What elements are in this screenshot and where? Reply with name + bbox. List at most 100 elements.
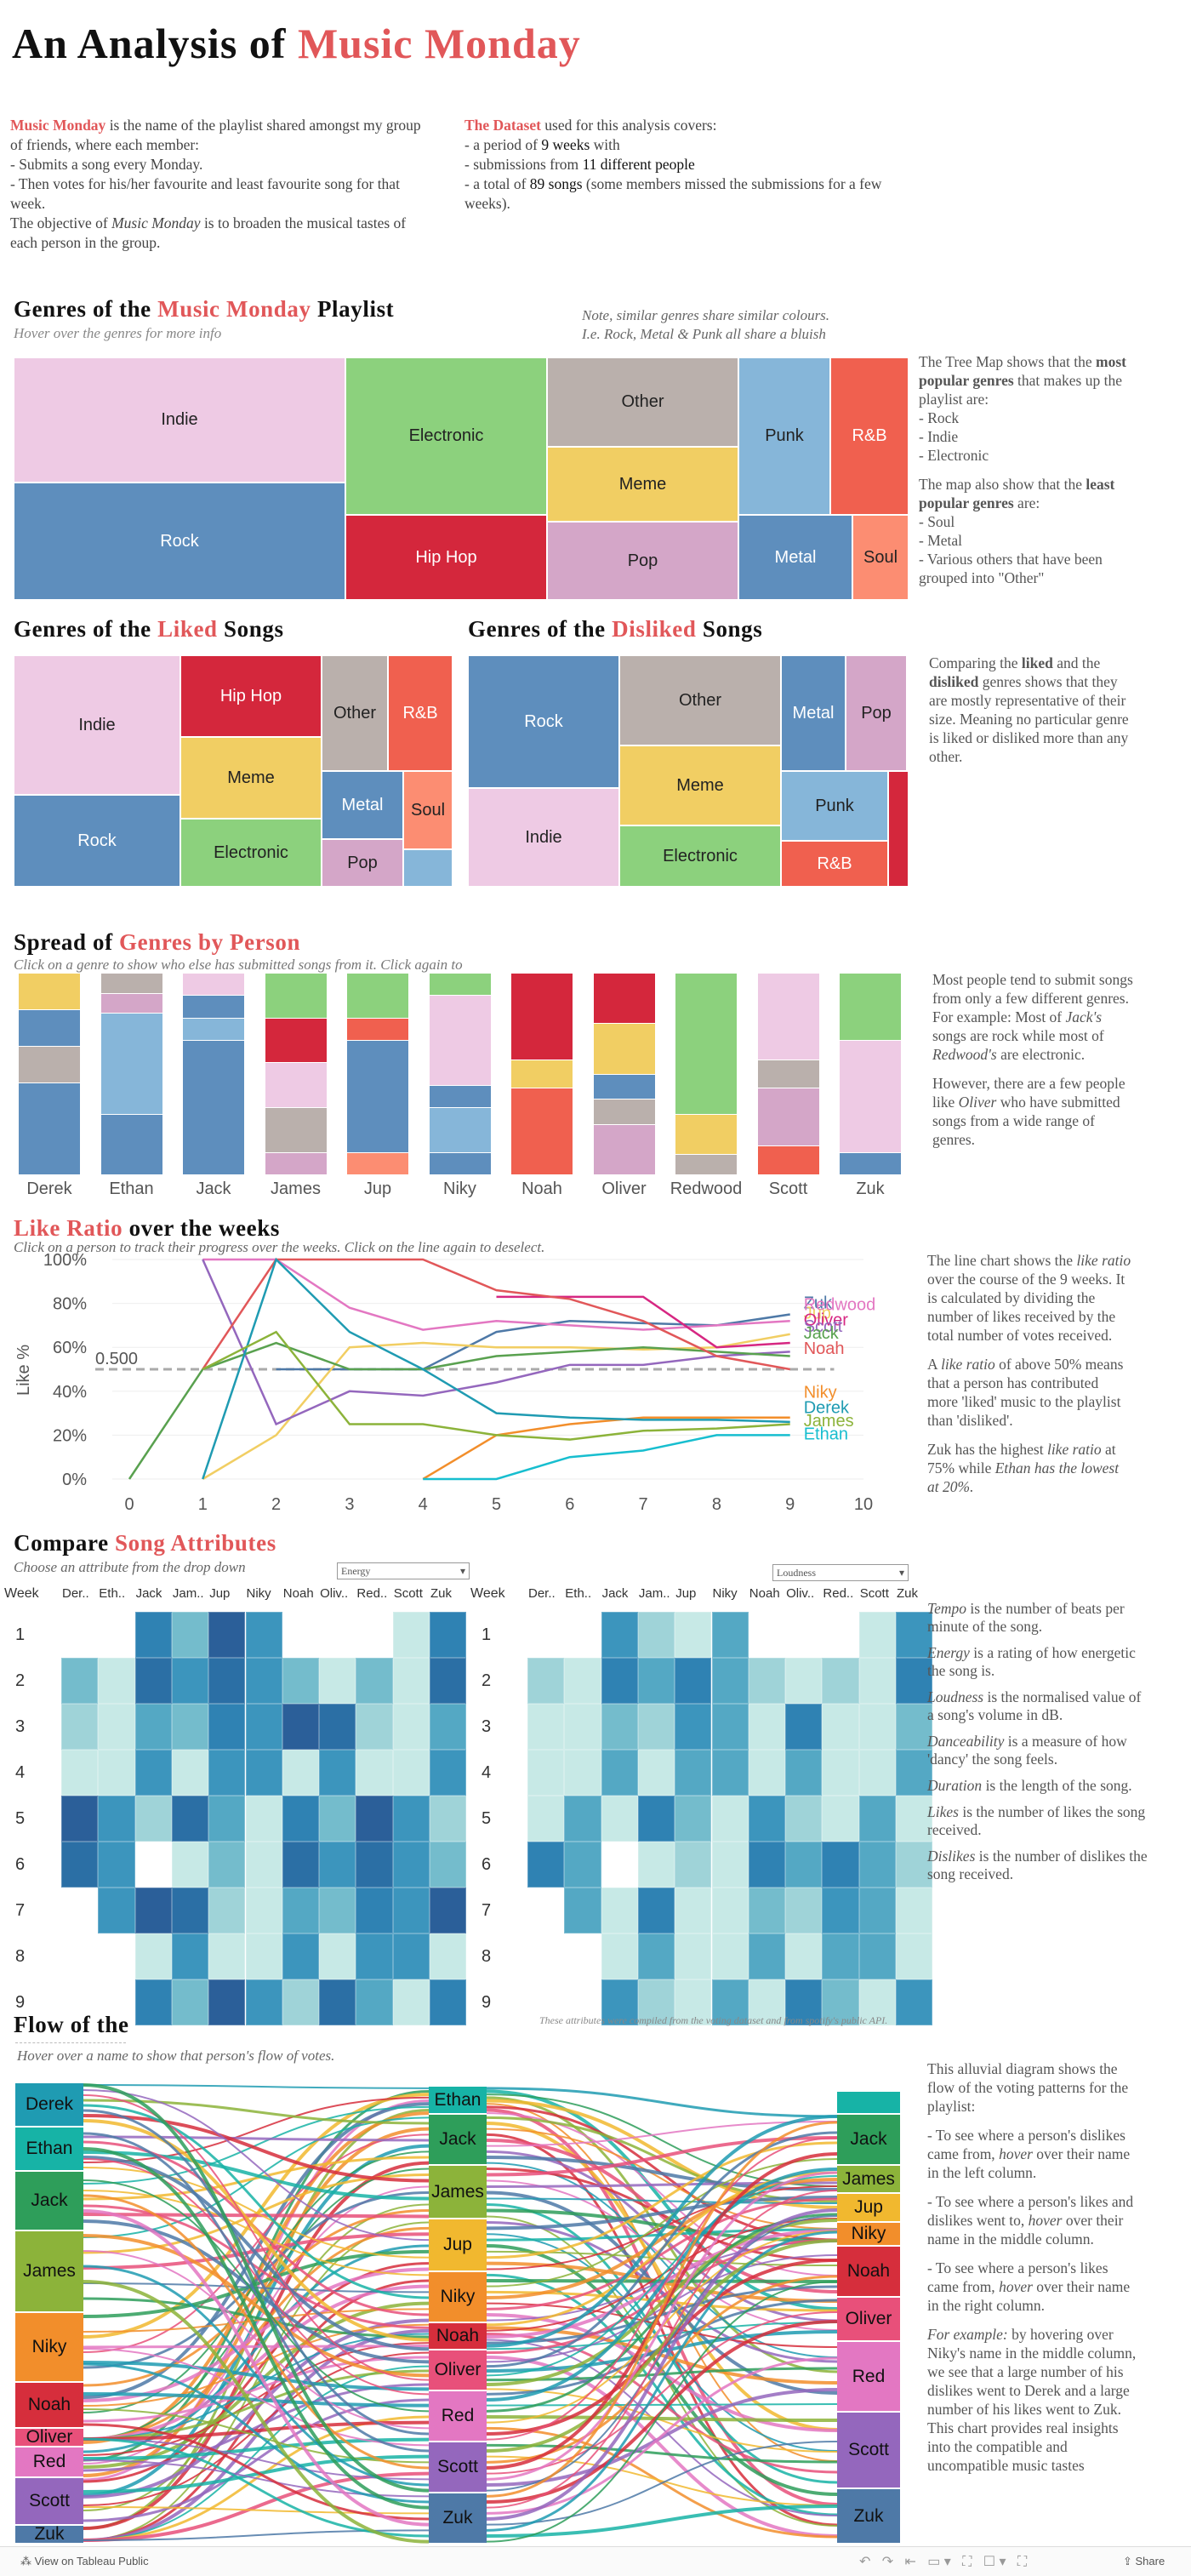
flow-link[interactable] (83, 2209, 430, 2527)
heatmap-cell[interactable] (896, 1979, 933, 2025)
lr-legend-zuk[interactable]: Zuk (804, 1294, 833, 1313)
heatmap-cell[interactable] (637, 1750, 675, 1796)
lr-line-redwood[interactable] (202, 1258, 790, 1331)
heatmap-cell[interactable] (748, 1704, 786, 1750)
heatmap-cell[interactable] (785, 1888, 823, 1933)
flow-link[interactable] (83, 2099, 430, 2125)
heatmap-cell[interactable] (134, 1612, 172, 1658)
flow-link[interactable] (83, 2147, 430, 2510)
heatmap-cell[interactable] (430, 1888, 467, 1933)
spread-bar-segment[interactable] (757, 1060, 819, 1089)
heatmap-cell[interactable] (61, 1796, 99, 1842)
flow-link[interactable] (83, 2356, 430, 2423)
flow-left-node[interactable]: Derek (15, 2083, 83, 2126)
heatmap-cell[interactable] (245, 1842, 282, 1888)
flow-link[interactable] (83, 2096, 430, 2163)
heatmap-cell[interactable] (564, 1842, 601, 1888)
flow-link[interactable] (83, 2250, 430, 2430)
heatmap-cell[interactable] (134, 1750, 172, 1796)
tm-hiphop[interactable]: Hip Hop (345, 515, 547, 600)
flow-link[interactable] (486, 2273, 838, 2516)
heatmap-cell[interactable] (245, 1979, 282, 2025)
spread-bar-segment[interactable] (19, 1047, 80, 1084)
lr-legend-derek[interactable]: Derek (804, 1399, 850, 1418)
flow-link[interactable] (83, 2297, 430, 2339)
heatmap-cell[interactable] (822, 1796, 859, 1842)
spread-bar-segment[interactable] (511, 1060, 573, 1089)
heatmap-cell[interactable] (858, 1796, 896, 1842)
heatmap-cell[interactable] (98, 1658, 135, 1704)
heatmap-cell[interactable] (134, 1658, 172, 1704)
lk-rock[interactable]: Rock (14, 795, 180, 887)
heatmap-cell[interactable] (527, 1796, 565, 1842)
flow-link[interactable] (83, 2109, 430, 2436)
heatmap-cell[interactable] (711, 1888, 749, 1933)
tm-meme[interactable]: Meme (547, 447, 738, 522)
flow-link[interactable] (83, 2345, 430, 2349)
lr-line-scott[interactable] (202, 1259, 790, 1426)
spread-bar-segment[interactable] (593, 1124, 655, 1175)
heatmap-cell[interactable] (430, 1979, 467, 2025)
heatmap-cell[interactable] (822, 1704, 859, 1750)
spread-bar-segment[interactable] (347, 1152, 408, 1175)
heatmap-cell[interactable] (208, 1888, 246, 1933)
flow-link[interactable] (486, 2339, 838, 2516)
heatmap-cell[interactable] (748, 1933, 786, 1979)
lk-metal[interactable]: Metal (322, 771, 403, 839)
heatmap-cell[interactable] (208, 1704, 246, 1750)
dk-hiphop[interactable] (888, 771, 909, 887)
spread-person-label[interactable]: Jack (196, 1179, 231, 1198)
spread-bar-segment[interactable] (183, 1018, 244, 1041)
heatmap-cell[interactable] (711, 1612, 749, 1658)
heatmap-cell[interactable] (319, 1979, 356, 2025)
heatmap-cell[interactable] (564, 1750, 601, 1796)
heatmap-cell[interactable] (98, 1750, 135, 1796)
flow-link[interactable] (83, 2191, 430, 2369)
flow-link[interactable] (486, 2281, 838, 2543)
lk-indie[interactable]: Indie (14, 655, 180, 795)
heatmap-cell[interactable] (822, 1750, 859, 1796)
lk-rnb[interactable]: R&B (388, 655, 453, 771)
flow-link[interactable] (83, 2094, 430, 2381)
flow-link[interactable] (486, 2441, 838, 2526)
flow-link[interactable] (83, 2438, 430, 2481)
heatmap-cell[interactable] (564, 1888, 601, 1933)
dk-rock[interactable]: Rock (468, 655, 619, 788)
lr-line-ethan[interactable] (423, 1434, 790, 1481)
flow-link[interactable] (83, 2348, 430, 2447)
heatmap-cell[interactable] (601, 1612, 638, 1658)
flow-right-node[interactable] (837, 2092, 900, 2113)
tm-other[interactable]: Other (547, 357, 738, 447)
flow-left-node[interactable]: Red (15, 2447, 83, 2476)
flow-link[interactable] (486, 2403, 838, 2407)
flow-link[interactable] (83, 2083, 430, 2493)
spread-bar-segment[interactable] (100, 1014, 162, 1115)
likeratio-chart[interactable]: 100% 80% 60% 40% 20% 0% 0 1 2 3 4 5 6 7 8 9 10 Like % 0.50… (0, 1251, 919, 1523)
spread-bar-segment[interactable] (265, 974, 327, 1019)
heatmap-cell[interactable] (858, 1750, 896, 1796)
spread-person-label[interactable]: Redwood (670, 1179, 743, 1198)
flow-link[interactable] (486, 2356, 838, 2515)
spread-person-label[interactable]: Ethan (109, 1179, 154, 1198)
attribute-select-right[interactable]: Loudness ▾ (772, 1564, 909, 1581)
heatmap-cell[interactable] (675, 1704, 712, 1750)
heatmap-cell[interactable] (896, 1750, 933, 1796)
heatmap-cell[interactable] (858, 1658, 896, 1704)
dk-electronic[interactable]: Electronic (619, 825, 781, 887)
heatmap-cell[interactable] (208, 1796, 246, 1842)
heatmap-cell[interactable] (822, 1658, 859, 1704)
lk-other[interactable]: Other (322, 655, 388, 771)
flow-link[interactable] (83, 2133, 430, 2353)
heatmap-cell[interactable] (356, 1658, 393, 1704)
flow-link[interactable] (486, 2175, 838, 2377)
spread-bar-segment[interactable] (511, 1088, 573, 1175)
flow-link[interactable] (83, 2234, 430, 2378)
flow-middle-node[interactable]: Oliver (429, 2350, 487, 2390)
heatmap-cell[interactable] (171, 1796, 209, 1842)
flow-link[interactable] (486, 2171, 838, 2481)
flow-link[interactable] (486, 2208, 838, 2242)
dk-other[interactable]: Other (619, 655, 781, 745)
heatmap-cell[interactable] (711, 1658, 749, 1704)
heatmap-cell[interactable] (392, 1979, 430, 2025)
tm-rock[interactable]: Rock (14, 483, 345, 600)
